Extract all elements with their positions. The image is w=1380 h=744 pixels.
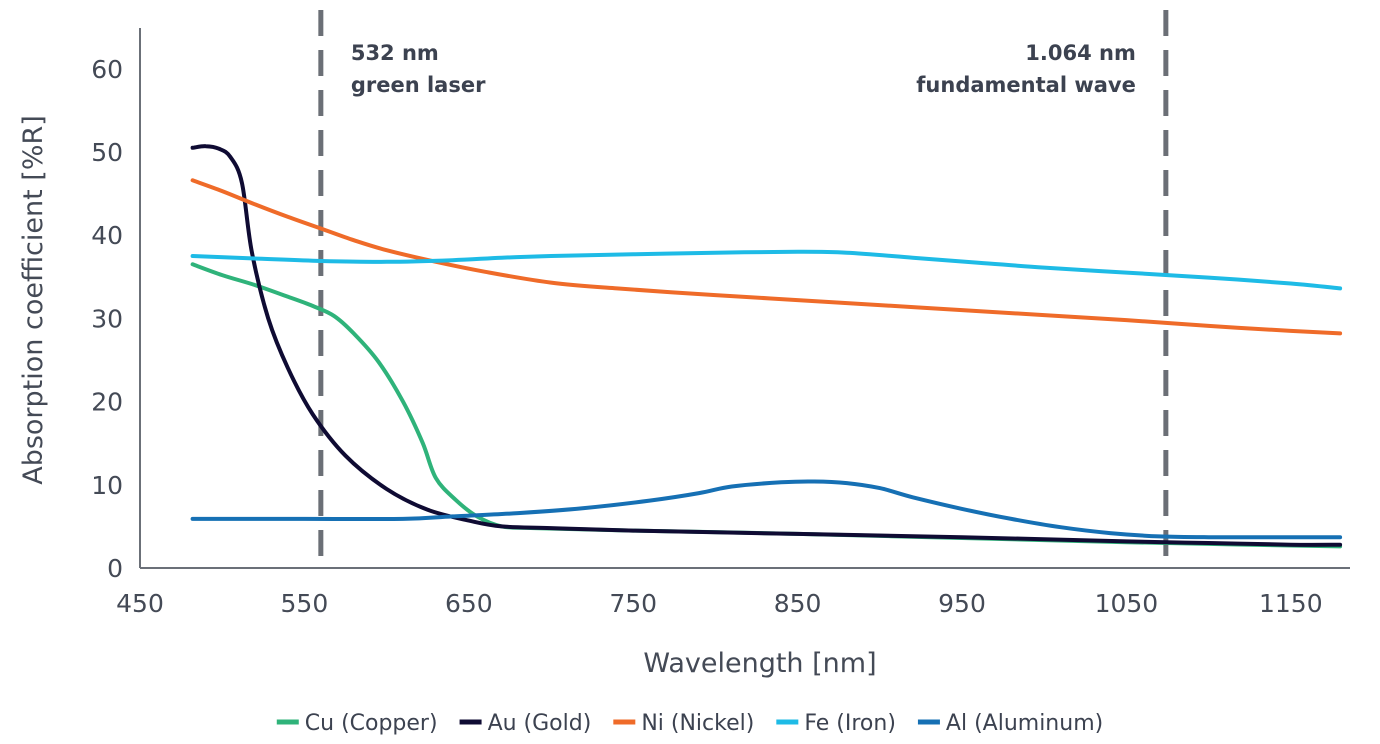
x-tick-label: 750 [609, 589, 657, 618]
legend: Cu (Copper) Au (Gold) Ni (Nickel) Fe (Iron)… [276, 711, 1103, 736]
y-tick-label: 30 [91, 304, 123, 333]
x-tick-label: 850 [774, 589, 822, 618]
series-line-al [190, 479, 1343, 540]
legend-label: Fe (Iron) [804, 711, 896, 736]
reference-label-line2: green laser [351, 73, 486, 97]
tick-labels: 0 10 20 30 40 50 60 450 550 650 750 850 950 1050 1150 [91, 55, 1322, 618]
y-tick-label: 10 [91, 471, 123, 500]
axes [139, 28, 1350, 569]
legend-label: Au (Gold) [488, 711, 592, 736]
x-tick-label: 450 [116, 589, 164, 618]
y-tick-label: 50 [91, 138, 123, 167]
y-tick-label: 0 [107, 554, 123, 583]
y-tick-label: 60 [91, 55, 123, 84]
series-line-fe [190, 249, 1343, 291]
y-tick-label: 20 [91, 388, 123, 417]
reference-label-line1: 1.064 nm [1025, 41, 1136, 65]
x-tick-label: 950 [938, 589, 986, 618]
x-tick-label: 1150 [1259, 589, 1323, 618]
reference-lines [318, 10, 1169, 568]
legend-label: Ni (Nickel) [641, 711, 754, 736]
series-line-ni [190, 178, 1343, 336]
x-tick-label: 550 [281, 589, 329, 618]
legend-label: Cu (Copper) [305, 711, 438, 736]
reference-label-line2: fundamental wave [916, 73, 1136, 97]
series-lines [190, 144, 1343, 549]
x-tick-label: 650 [445, 589, 493, 618]
legend-label: Al (Aluminum) [946, 711, 1103, 736]
reference-label-line1: 532 nm [351, 41, 439, 65]
y-axis-title: Absorption coefficient [%R] [18, 115, 49, 485]
annotations: 532 nm green laser 1.064 nm fundamental wav… [351, 41, 1136, 97]
y-tick-label: 40 [91, 221, 123, 250]
x-axis-title: Wavelength [nm] [643, 648, 876, 679]
x-tick-label: 1050 [1095, 589, 1159, 618]
